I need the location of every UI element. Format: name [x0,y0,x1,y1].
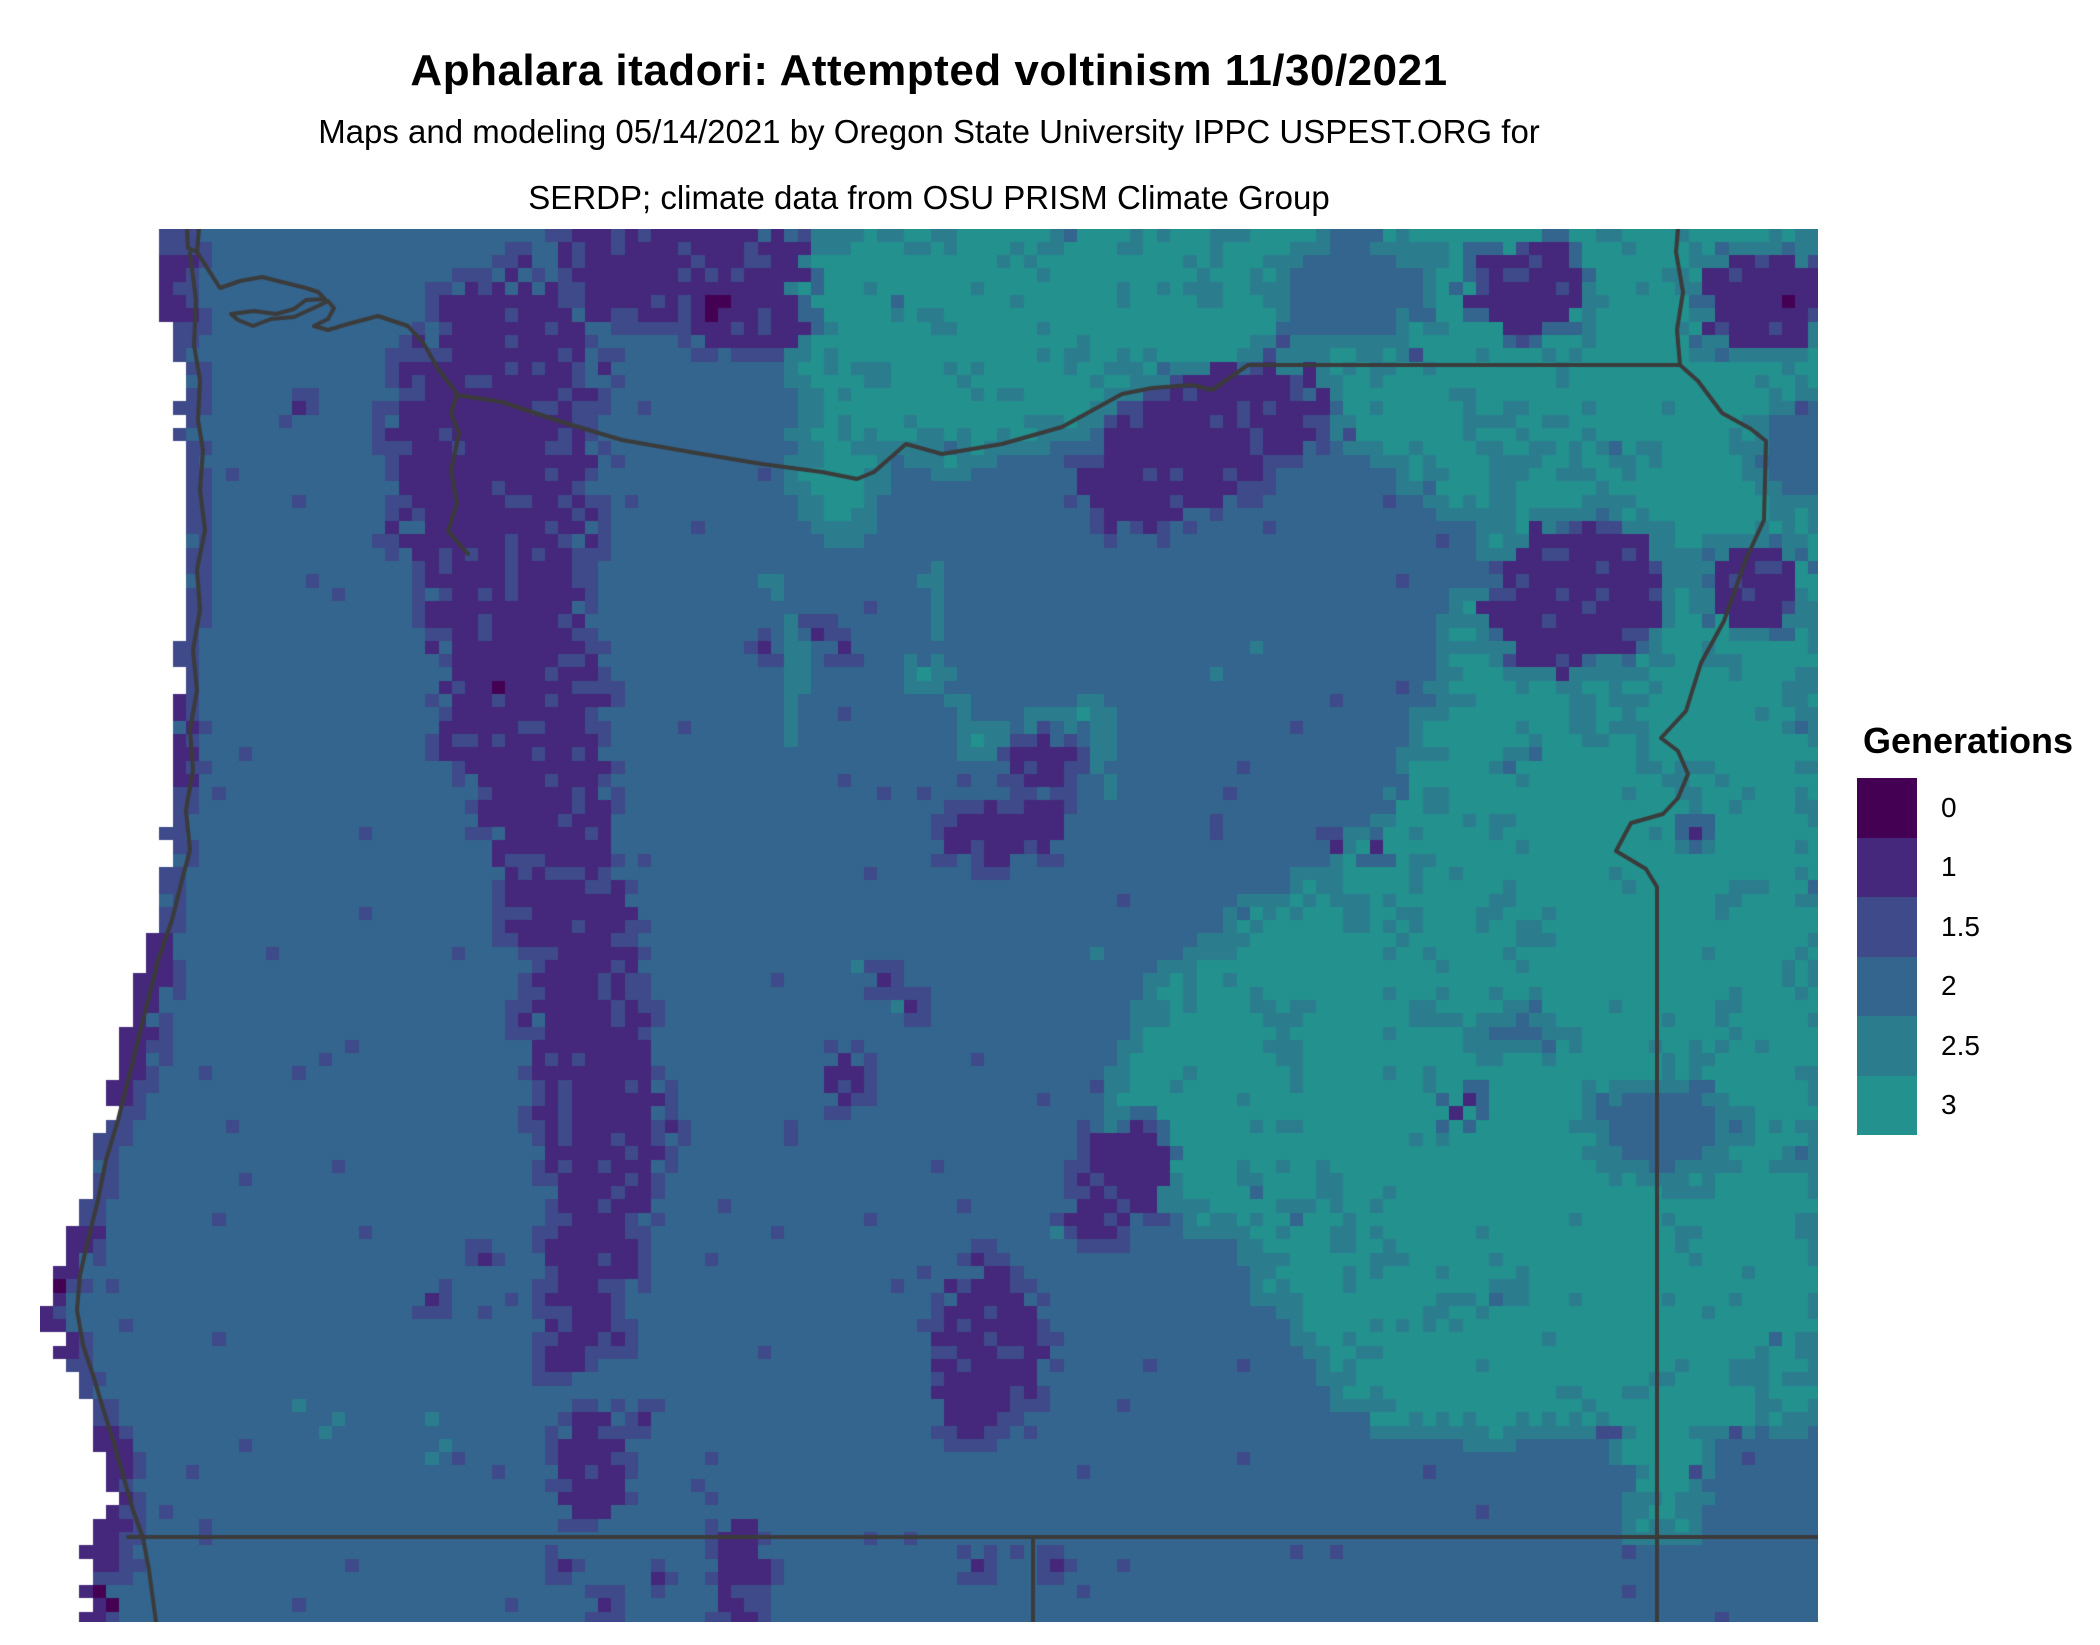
legend-label: 2 [1941,970,1957,1002]
legend-swatch [1857,897,1917,957]
legend-row: 1.5 [1857,897,2073,957]
legend-swatch [1857,837,1917,897]
legend-label: 1 [1941,851,1957,883]
legend-label: 0 [1941,791,1957,823]
legend-row: 2.5 [1857,1016,2073,1076]
legend-swatch [1857,778,1917,838]
map-title: Aphalara itadori: Attempted voltinism 11… [410,46,1448,95]
legend-row: 1 [1857,837,2073,897]
legend-row: 3 [1857,1075,2073,1135]
legend-row: 2 [1857,956,2073,1016]
oregon-voltinism-raster [40,229,1818,1622]
legend-label: 3 [1941,1089,1957,1121]
legend-swatch [1857,1016,1917,1076]
map-subtitle-line2: SERDP; climate data from OSU PRISM Clima… [528,179,1330,216]
legend-swatch [1857,1075,1917,1135]
legend-swatch [1857,956,1917,1016]
legend-row: 0 [1857,778,2073,838]
map-subtitle-line1: Maps and modeling 05/14/2021 by Oregon S… [318,113,1540,150]
legend: Generations 0 1 1.5 2 2.5 3 [1857,720,2073,1135]
legend-title: Generations [1863,720,2074,761]
legend-items: 0 1 1.5 2 2.5 3 [1857,778,2073,1135]
legend-label: 1.5 [1941,910,1980,942]
legend-label: 2.5 [1941,1029,1980,1061]
